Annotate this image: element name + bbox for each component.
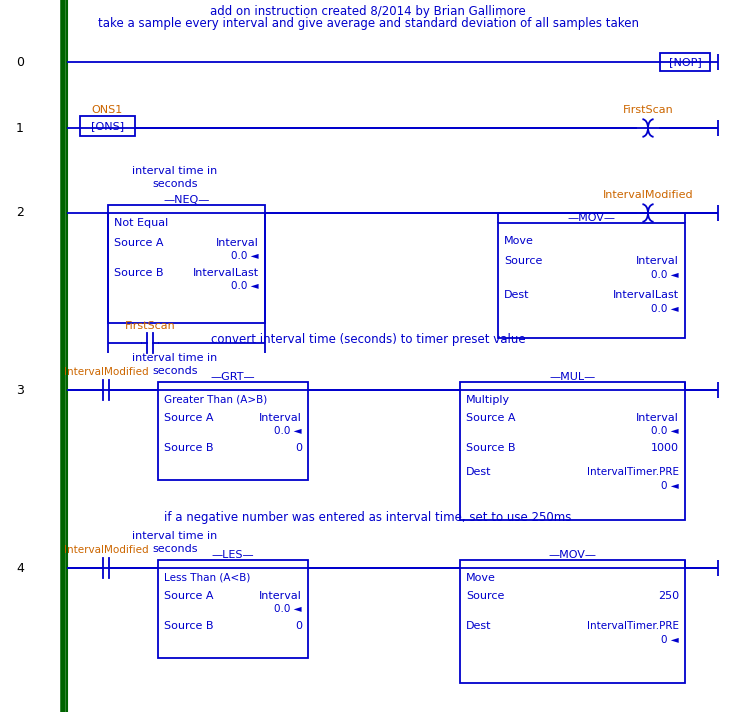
- Text: take a sample every interval and give average and standard deviation of all samp: take a sample every interval and give av…: [97, 18, 639, 31]
- Text: 0 ◄: 0 ◄: [661, 635, 679, 645]
- Text: add on instruction created 8/2014 by Brian Gallimore: add on instruction created 8/2014 by Bri…: [210, 4, 526, 18]
- Bar: [498, 223, 685, 338]
- Text: 4: 4: [16, 562, 24, 575]
- Text: 0: 0: [295, 443, 302, 453]
- Text: if a negative number was entered as interval time, set to use 250ms: if a negative number was entered as inte…: [164, 511, 572, 525]
- Text: 0.0 ◄: 0.0 ◄: [231, 251, 259, 261]
- Text: IntervalTimer.PRE: IntervalTimer.PRE: [587, 621, 679, 631]
- Text: Interval: Interval: [259, 591, 302, 601]
- Text: Source A: Source A: [164, 591, 213, 601]
- Text: [ONS]: [ONS]: [91, 121, 124, 131]
- Bar: [80, 116, 135, 136]
- Text: Not Equal: Not Equal: [114, 218, 169, 228]
- Text: Dest: Dest: [504, 290, 529, 300]
- Text: 0.0 ◄: 0.0 ◄: [651, 270, 679, 280]
- Text: IntervalLast: IntervalLast: [613, 290, 679, 300]
- Text: Source B: Source B: [114, 268, 163, 278]
- Text: 0.0 ◄: 0.0 ◄: [275, 604, 302, 614]
- Text: IntervalTimer.PRE: IntervalTimer.PRE: [587, 467, 679, 477]
- Text: —MOV—: —MOV—: [548, 550, 596, 560]
- Text: 0.0 ◄: 0.0 ◄: [231, 281, 259, 291]
- Text: Interval: Interval: [216, 238, 259, 248]
- Text: interval time in: interval time in: [132, 166, 218, 176]
- Text: Less Than (A<B): Less Than (A<B): [164, 573, 250, 583]
- Text: 2: 2: [16, 206, 24, 219]
- Text: seconds: seconds: [152, 179, 198, 189]
- Text: Source B: Source B: [164, 443, 213, 453]
- Text: interval time in: interval time in: [132, 531, 218, 541]
- Text: Interval: Interval: [636, 256, 679, 266]
- Text: 0.0 ◄: 0.0 ◄: [651, 426, 679, 436]
- Bar: [158, 382, 308, 480]
- Text: 250: 250: [658, 591, 679, 601]
- Text: 0.0 ◄: 0.0 ◄: [651, 304, 679, 314]
- Text: —LES—: —LES—: [212, 550, 255, 560]
- Text: Move: Move: [466, 573, 496, 583]
- Text: 0 ◄: 0 ◄: [661, 481, 679, 491]
- Bar: [460, 382, 685, 520]
- Text: seconds: seconds: [152, 544, 198, 554]
- Text: convert interval time (seconds) to timer preset value: convert interval time (seconds) to timer…: [210, 333, 526, 347]
- Text: IntervalModified: IntervalModified: [64, 367, 149, 377]
- Text: IntervalModified: IntervalModified: [64, 545, 149, 555]
- Bar: [460, 560, 685, 683]
- Bar: [660, 53, 710, 71]
- Text: interval time in: interval time in: [132, 353, 218, 363]
- Text: Multiply: Multiply: [466, 395, 510, 405]
- Text: Move: Move: [504, 236, 534, 246]
- Text: 0: 0: [16, 56, 24, 68]
- Text: 0.0 ◄: 0.0 ◄: [275, 426, 302, 436]
- Text: Dest: Dest: [466, 467, 492, 477]
- Text: ONS1: ONS1: [92, 105, 123, 115]
- Text: seconds: seconds: [152, 366, 198, 376]
- Text: 3: 3: [16, 384, 24, 397]
- Text: IntervalLast: IntervalLast: [193, 268, 259, 278]
- Text: Interval: Interval: [636, 413, 679, 423]
- Bar: [158, 560, 308, 658]
- Text: Greater Than (A>B): Greater Than (A>B): [164, 395, 267, 405]
- Text: 1000: 1000: [651, 443, 679, 453]
- Text: —GRT—: —GRT—: [210, 372, 255, 382]
- Text: Source B: Source B: [164, 621, 213, 631]
- Text: —MOV—: —MOV—: [567, 213, 615, 223]
- Text: IntervalModified: IntervalModified: [603, 190, 693, 200]
- Text: FirstScan: FirstScan: [124, 321, 175, 331]
- Text: [NOP]: [NOP]: [668, 57, 701, 67]
- Text: FirstScan: FirstScan: [623, 105, 673, 115]
- Text: Interval: Interval: [259, 413, 302, 423]
- Text: 1: 1: [16, 122, 24, 135]
- Text: 0: 0: [295, 621, 302, 631]
- Text: Source: Source: [466, 591, 504, 601]
- Text: —MUL—: —MUL—: [549, 372, 595, 382]
- Text: Source A: Source A: [114, 238, 163, 248]
- Text: Source: Source: [504, 256, 542, 266]
- Text: Source A: Source A: [466, 413, 515, 423]
- Text: Dest: Dest: [466, 621, 492, 631]
- Text: Source B: Source B: [466, 443, 515, 453]
- Bar: [108, 205, 265, 323]
- Text: —NEQ—: —NEQ—: [163, 195, 210, 205]
- Text: Source A: Source A: [164, 413, 213, 423]
